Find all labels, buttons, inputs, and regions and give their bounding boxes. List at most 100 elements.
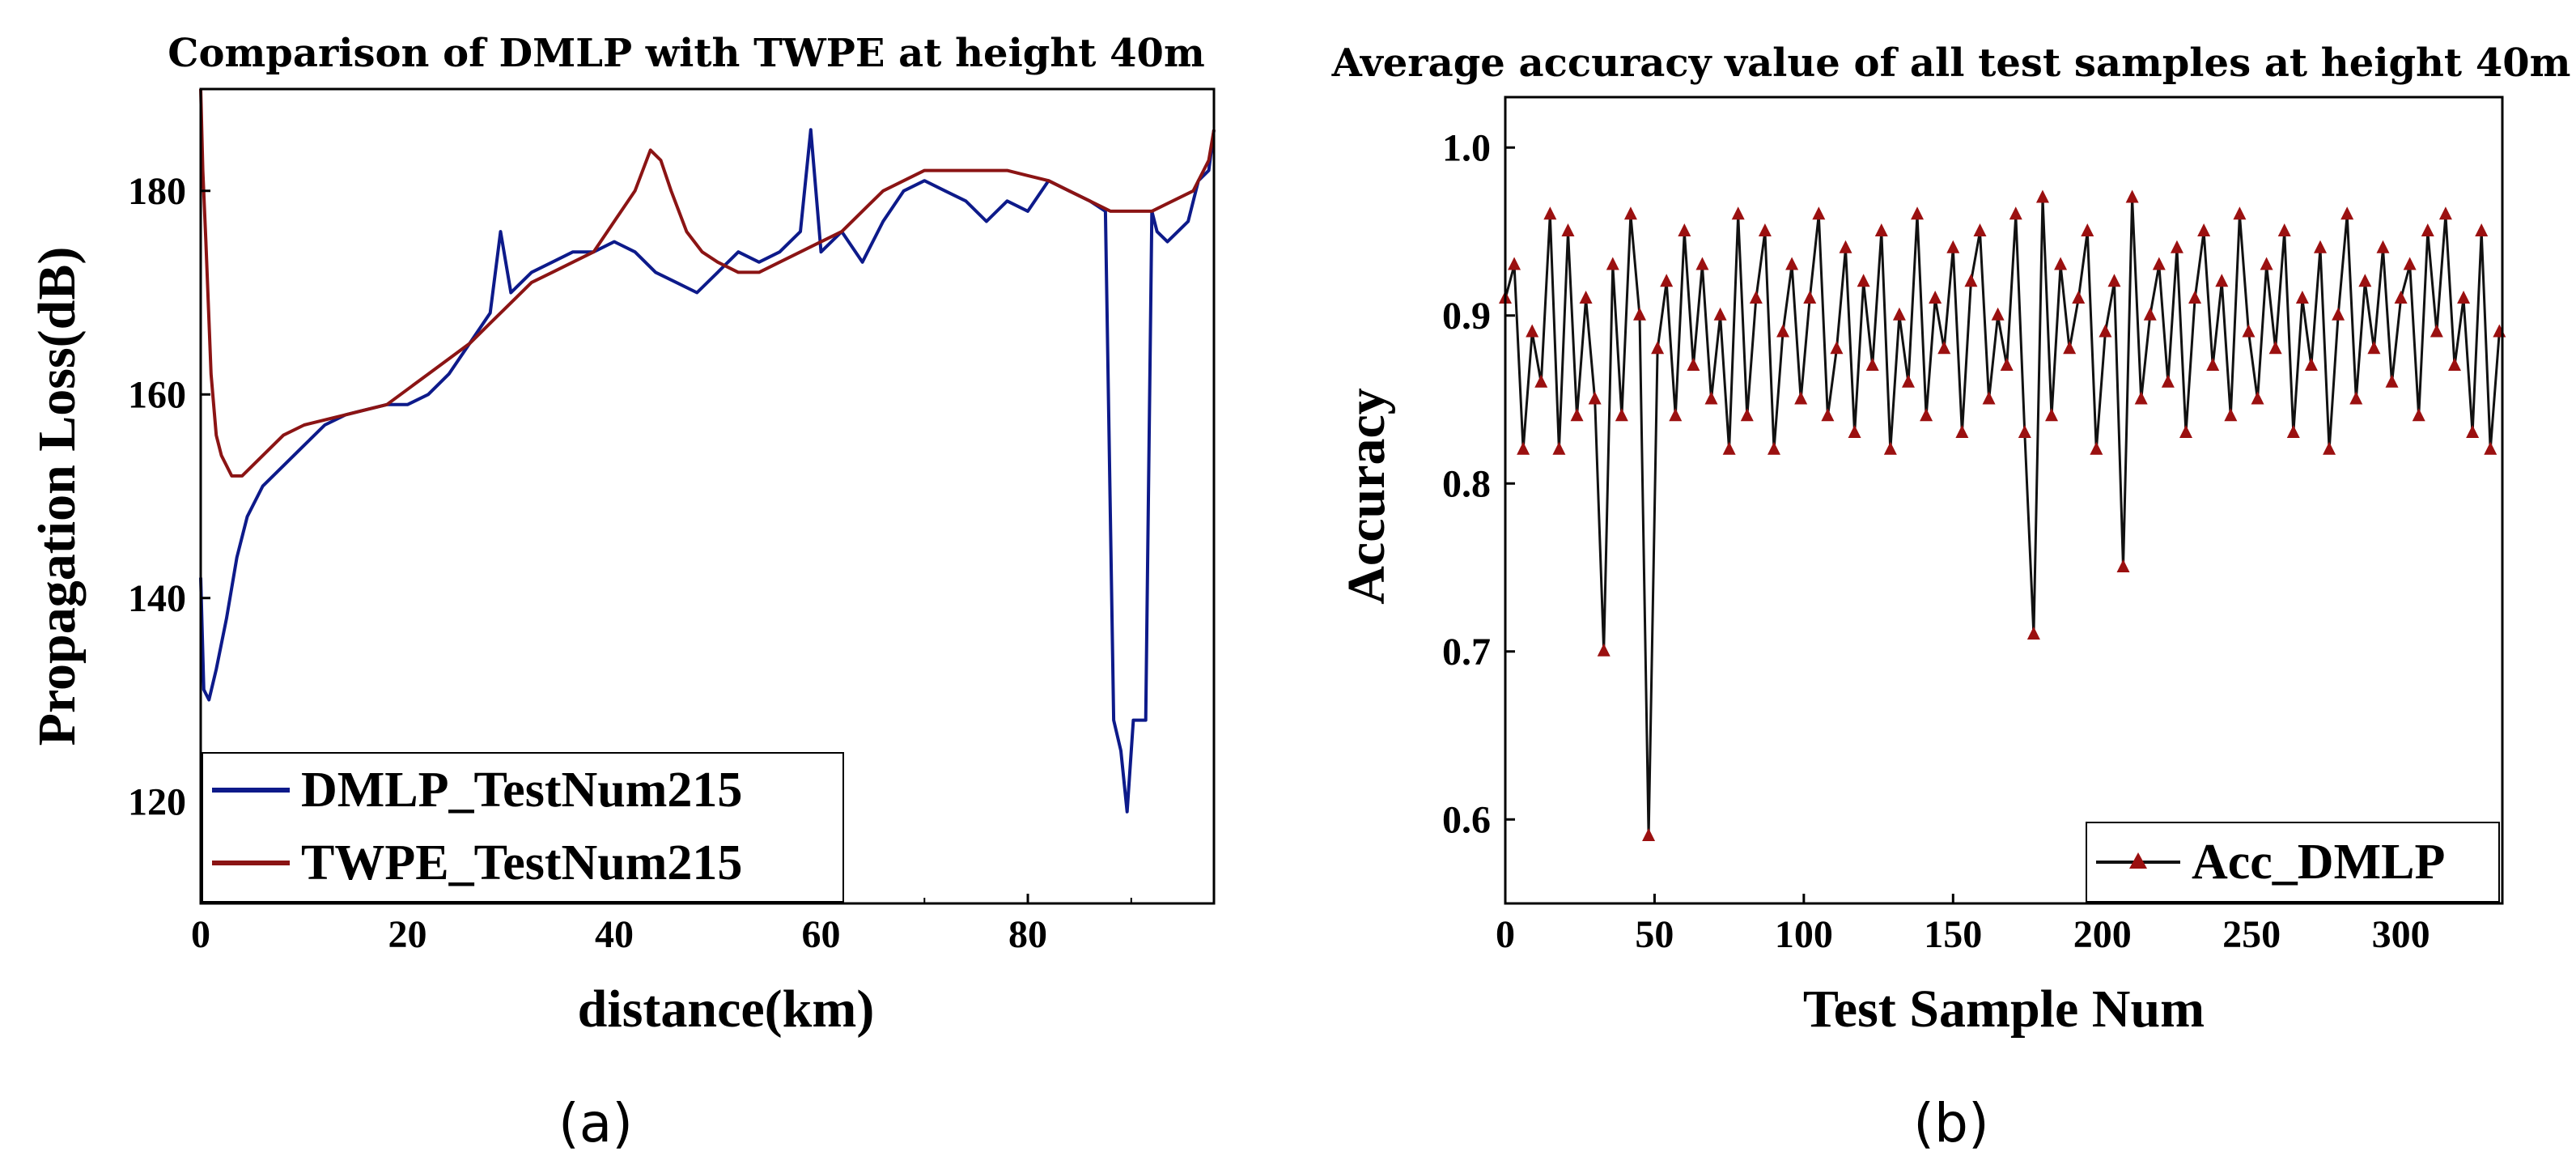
chart-b-plot-frame [1504,96,2504,905]
x-tick-label: 100 [1775,913,1833,956]
data-point-marker [2242,324,2256,338]
x-tick-label: 50 [1635,913,1674,956]
data-point-marker [1642,828,1656,841]
data-point-marker [2107,274,2121,287]
data-point-marker [1597,643,1611,657]
x-tick-label: 20 [388,913,427,956]
data-point-marker [1848,425,1861,438]
series-line-dmlp_testnum215 [199,128,1216,814]
chart-a-plot-frame [199,87,1216,905]
data-point-marker [2367,341,2381,355]
data-point-marker [1695,257,1709,270]
data-point-marker [2063,341,2077,355]
data-point-marker [1821,408,1835,422]
data-point-marker [2179,425,2193,438]
data-point-marker [2323,441,2336,455]
chart-a-ylabel: Propagation Loss(dB) [28,247,87,746]
data-point-marker [2224,408,2238,422]
data-point-marker [2251,391,2264,405]
data-point-marker [2385,374,2399,388]
legend-dmlp-label: DMLP_TestNum215 [301,763,742,818]
y-tick-label: 0.7 [1442,631,1491,674]
y-tick-label: 0.8 [1442,462,1491,505]
y-tick-label: 160 [128,373,186,416]
data-point-marker [1964,274,1978,287]
chart-b-xlabel: Test Sample Num [1803,980,2205,1039]
data-point-marker [2081,223,2094,236]
data-point-marker [1704,391,1718,405]
data-point-marker [2475,223,2489,236]
data-point-marker [2206,358,2220,371]
panel-b-chart: Average accuracy value of all test sampl… [1331,40,2571,1154]
data-point-marker [2260,257,2273,270]
chart-b-ticks: 0 50 100 150 200 250 300 0.6 0.7 0.8 0.9 1.0 [1442,126,2430,956]
y-tick-label: 1.0 [1442,126,1491,169]
panel-a-chart: Comparison of DMLP with TWPE at height 4… [28,31,1216,1154]
data-point-marker [1722,441,1736,455]
data-point-marker [2484,441,2497,455]
data-point-marker [1561,223,1575,236]
data-point-marker [2313,240,2327,253]
data-point-marker [1678,223,1691,236]
data-point-marker [2304,358,2318,371]
data-point-marker [1794,391,1808,405]
data-point-marker [2277,223,2291,236]
data-point-marker [2054,257,2068,270]
data-point-marker [2090,441,2103,455]
x-tick-label: 0 [1496,913,1515,956]
data-point-marker [1623,206,1637,220]
data-point-marker [1803,291,1817,304]
data-point-marker [1606,257,1619,270]
data-point-marker [1615,408,1628,422]
legend-acc-marker [2129,852,2147,869]
data-point-marker [2340,206,2354,220]
data-point-marker [2457,291,2471,304]
data-point-marker [1552,441,1566,455]
chart-b-ylabel: Accuracy [1337,388,1396,605]
data-point-marker [1865,358,1879,371]
data-point-marker [1579,291,1593,304]
data-point-marker [1776,324,1790,338]
data-point-marker [1920,408,1933,422]
data-point-marker [2358,274,2372,287]
data-point-marker [2152,257,2166,270]
data-point-marker [1543,206,1557,220]
data-point-marker [1749,291,1763,304]
chart-b-title: Average accuracy value of all test sampl… [1331,40,2571,86]
data-point-marker [1911,206,1925,220]
data-point-marker [1687,358,1700,371]
data-point-marker [1839,240,1852,253]
data-point-marker [1767,441,1780,455]
data-point-marker [2412,408,2425,422]
y-tick-label: 180 [128,170,186,213]
data-point-marker [2233,206,2247,220]
data-point-marker [2045,408,2059,422]
data-point-marker [2116,559,2130,572]
data-point-marker [1660,274,1674,287]
chart-a-title: Comparison of DMLP with TWPE at height 4… [168,31,1204,76]
data-point-marker [2349,391,2363,405]
data-point-marker [2438,206,2452,220]
x-tick-label: 80 [1008,913,1047,956]
data-point-marker [2125,189,2139,203]
data-point-marker [2197,223,2211,236]
x-tick-label: 150 [1924,913,1982,956]
y-tick-label: 140 [128,577,186,620]
data-point-marker [2466,425,2480,438]
x-tick-label: 40 [595,913,634,956]
data-point-marker [1508,257,1521,270]
chart-b-legend: Acc_DMLP [2086,822,2500,903]
data-point-marker [1758,223,1772,236]
data-point-marker [1874,223,1888,236]
y-tick-label: 120 [128,780,186,823]
data-point-marker [1534,374,1548,388]
data-point-marker [1946,240,1960,253]
data-point-marker [2072,291,2086,304]
data-point-marker [1991,307,2005,321]
data-point-marker [2403,257,2417,270]
legend-twpe-label: TWPE_TestNum215 [301,835,742,890]
data-point-marker [2018,425,2031,438]
data-point-marker [1973,223,1987,236]
